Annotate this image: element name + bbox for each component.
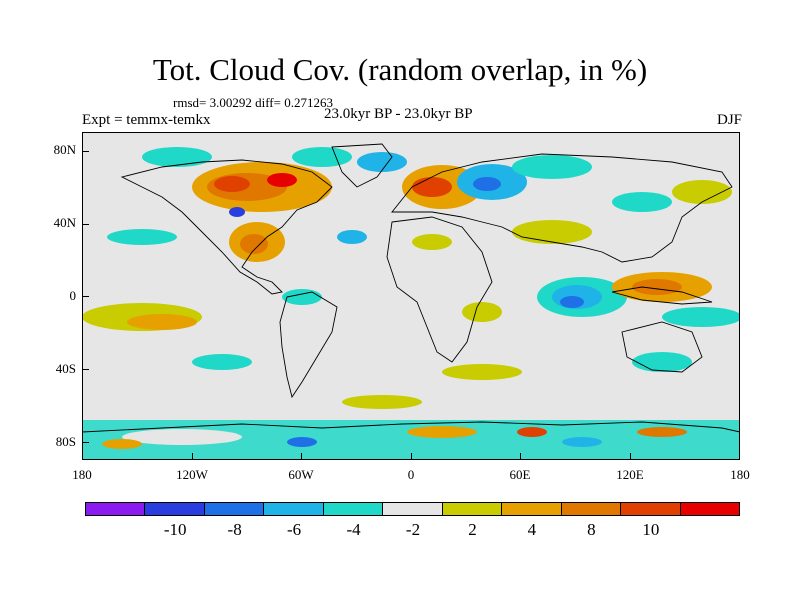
lon-tick bbox=[192, 453, 193, 460]
lat-tick bbox=[82, 296, 89, 297]
anomaly-blob bbox=[107, 229, 177, 245]
coast-north-america bbox=[120, 159, 333, 295]
anomaly-blob bbox=[127, 314, 197, 330]
anomaly-blob bbox=[292, 147, 352, 167]
anomaly-blob bbox=[287, 437, 317, 447]
colorbar-label: -2 bbox=[405, 520, 421, 539]
experiment-label: Expt = temmx-temkx bbox=[82, 112, 211, 128]
coast-greenland bbox=[331, 143, 393, 188]
colorbar-label: -8 bbox=[227, 520, 242, 539]
colorbar-swatch bbox=[144, 502, 205, 516]
anomaly-blob bbox=[412, 177, 452, 197]
anomaly-blob bbox=[512, 155, 592, 179]
anomaly-blob bbox=[512, 220, 592, 244]
colorbar-label: -4 bbox=[346, 520, 361, 539]
lon-tick bbox=[411, 453, 412, 460]
coast-south-america bbox=[279, 291, 338, 399]
colorbar-swatch bbox=[560, 502, 622, 516]
lon-label-0: 0 bbox=[407, 467, 415, 482]
colorbar-swatch bbox=[203, 502, 265, 516]
coast-africa bbox=[386, 216, 493, 363]
coast-australia bbox=[621, 321, 703, 373]
anomaly-blob bbox=[214, 176, 250, 192]
colorbar-label: 10 bbox=[642, 520, 660, 539]
anomaly-blob bbox=[142, 147, 212, 167]
anomaly-blob bbox=[473, 177, 501, 191]
lat-label-0: 0 bbox=[69, 288, 77, 303]
map-canvas bbox=[82, 132, 740, 460]
anomaly-blob bbox=[282, 289, 322, 305]
anomaly-blob bbox=[517, 427, 547, 437]
colorbar bbox=[85, 502, 740, 516]
colorbar-swatch bbox=[501, 502, 562, 516]
lon-label-60w: 60W bbox=[288, 467, 314, 482]
lat-tick bbox=[82, 224, 89, 225]
lon-tick bbox=[301, 453, 302, 460]
lat-label-80n: 80N bbox=[53, 142, 76, 157]
colorbar-swatch bbox=[441, 502, 503, 516]
season-label: DJF bbox=[716, 112, 742, 128]
colorbar-label: 8 bbox=[587, 520, 596, 539]
anomaly-blob bbox=[632, 352, 692, 372]
coast-indonesia bbox=[611, 286, 713, 305]
anomaly-blob bbox=[672, 180, 732, 204]
anomaly-blob bbox=[662, 307, 740, 327]
lon-label-180w: 180 bbox=[72, 467, 92, 482]
anomaly-blob bbox=[337, 230, 367, 244]
coast-antarctica bbox=[82, 421, 740, 433]
anomaly-blob bbox=[407, 426, 477, 438]
lon-label-120e: 120E bbox=[616, 467, 644, 482]
lat-tick bbox=[82, 442, 89, 443]
anomaly-blob bbox=[612, 192, 672, 212]
colorbar-label: 4 bbox=[527, 520, 537, 539]
lon-tick bbox=[630, 453, 631, 460]
anomaly-blob bbox=[412, 234, 452, 250]
anomaly-blob bbox=[560, 296, 584, 308]
colorbar-swatch bbox=[322, 502, 384, 516]
anomaly-blob bbox=[442, 364, 522, 380]
stats-text: rmsd= 3.00292 diff= 0.271263 bbox=[173, 95, 333, 110]
lat-tick bbox=[82, 369, 89, 370]
colorbar-label: 2 bbox=[468, 520, 477, 539]
colorbar-label: -6 bbox=[286, 520, 302, 539]
anomaly-blob bbox=[637, 427, 687, 437]
lon-label-60e: 60E bbox=[509, 467, 531, 482]
anomaly-blob bbox=[342, 395, 422, 409]
anomaly-blob bbox=[102, 439, 142, 449]
chart-title: Tot. Cloud Cov. (random overlap, in %) bbox=[152, 52, 648, 87]
map-panel bbox=[82, 132, 740, 460]
anomaly-blob bbox=[240, 234, 268, 254]
lat-tick bbox=[82, 151, 89, 152]
coast-eurasia bbox=[391, 153, 733, 263]
lat-label-40n: 40N bbox=[53, 215, 76, 230]
anomaly-blob bbox=[562, 437, 602, 447]
anomaly-blob bbox=[229, 207, 245, 217]
anomaly-blob bbox=[632, 279, 682, 295]
anomaly-blob bbox=[267, 173, 297, 187]
period-label: 23.0kyr BP - 23.0kyr BP bbox=[324, 106, 473, 122]
colorbar-swatch bbox=[263, 502, 324, 516]
anomaly-blob bbox=[192, 354, 252, 370]
anomaly-blob bbox=[357, 152, 407, 172]
colorbar-swatch bbox=[620, 502, 681, 516]
lon-label-180e: 180 bbox=[730, 467, 750, 482]
anomaly-blob bbox=[462, 302, 502, 322]
lon-label-120w: 120W bbox=[176, 467, 208, 482]
lon-tick bbox=[520, 453, 521, 460]
anomaly-blob bbox=[122, 429, 242, 445]
colorbar-swatch bbox=[382, 502, 443, 516]
colorbar-swatch bbox=[85, 502, 146, 516]
colorbar-label: -10 bbox=[163, 520, 187, 539]
lat-label-40s: 40S bbox=[55, 361, 76, 376]
coastlines bbox=[82, 143, 740, 433]
colorbar-swatch bbox=[679, 502, 740, 516]
lat-label-80s: 80S bbox=[55, 434, 76, 449]
